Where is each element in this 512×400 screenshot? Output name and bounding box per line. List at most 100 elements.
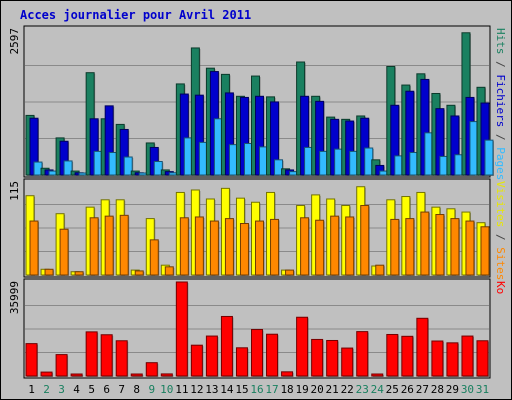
bar-sites-day-22 [345, 216, 355, 276]
bar-sites-day-26 [405, 218, 415, 276]
x-tick-label: 1 [28, 383, 35, 396]
bar-ko-day-9 [145, 362, 159, 377]
x-tick-label: 4 [73, 383, 80, 396]
bar-ko-day-20 [311, 338, 324, 377]
x-tick-label: 8 [133, 383, 140, 396]
x-tick-label: 26 [401, 383, 414, 396]
x-tick-label: 27 [416, 383, 429, 396]
bar-sites-day-23 [360, 205, 370, 276]
bar-ko-day-25 [386, 333, 399, 377]
x-tick-label: 11 [175, 383, 188, 396]
bar-ko-day-6 [100, 334, 114, 377]
bar-sites-day-11 [179, 217, 190, 276]
x-axis-day-labels: 1 2 3 4 5 6 7 8 9 10 11 12 13 14 15 16 17 18 19 20 21 22 23 24 2… [28, 383, 489, 396]
bar-sites-day-14 [224, 218, 235, 276]
legend-: / [494, 55, 507, 75]
bar-pages-day-17 [274, 159, 284, 176]
bar-sites-day-3 [59, 228, 70, 276]
x-tick-label: 10 [160, 383, 173, 396]
bar-sites-day-24 [375, 264, 385, 276]
bar-ko-day-15 [235, 347, 249, 377]
bar-ko-day-7 [115, 340, 129, 377]
x-tick-label: 25 [386, 383, 399, 396]
x-tick-label: 12 [190, 383, 203, 396]
bar-pages-day-3 [63, 160, 74, 176]
x-tick-label: 29 [446, 383, 459, 396]
bar-pages-day-7 [123, 156, 134, 176]
bar-sites-day-25 [390, 218, 400, 276]
legend-visites: Visites [494, 181, 507, 227]
bar-sites-day-13 [209, 220, 220, 276]
bar-sites-day-12 [194, 216, 205, 276]
legend-fichiers: Fichiers [494, 74, 507, 127]
bar-ko-day-18 [281, 371, 294, 377]
bar-sites-day-31 [480, 226, 490, 276]
bar-ko-day-22 [341, 347, 354, 377]
x-tick-label: 15 [235, 383, 248, 396]
panel-max-label: 35999 [8, 281, 21, 314]
bar-ko-day-3 [55, 354, 69, 377]
bar-sites-day-16 [255, 220, 265, 276]
x-tick-label: 28 [431, 383, 444, 396]
bar-ko-day-26 [401, 335, 414, 377]
bar-sites-day-27 [420, 211, 430, 276]
bar-sites-day-19 [300, 217, 310, 276]
x-tick-label: 31 [476, 383, 489, 396]
panel-side-legend: Ko [494, 281, 507, 294]
x-tick-label: 20 [311, 383, 324, 396]
bar-pages-day-9 [153, 161, 164, 176]
panel-max-label: 115 [8, 181, 21, 201]
bar-ko-day-30 [461, 335, 474, 377]
bar-sites-day-21 [330, 215, 340, 276]
x-tick-label: 14 [220, 383, 234, 396]
x-tick-label: 5 [88, 383, 95, 396]
x-tick-label: 7 [118, 383, 125, 396]
chart-panels: 2597 Hits / Fichiers / Pages 115 Visites / … [8, 25, 507, 379]
x-tick-label: 18 [280, 383, 293, 396]
bar-ko-day-5 [85, 331, 99, 377]
legend-hits: Hits [494, 28, 507, 55]
bar-ko-day-13 [205, 335, 219, 377]
bar-ko-day-29 [446, 342, 459, 377]
x-tick-label: 23 [356, 383, 369, 396]
legend-: / [494, 127, 507, 147]
bar-sites-day-18 [285, 269, 295, 276]
bar-sites-day-7 [119, 214, 130, 276]
x-tick-label: 3 [58, 383, 65, 396]
x-tick-label: 9 [148, 383, 155, 396]
bar-sites-day-4 [74, 271, 85, 276]
bar-sites-day-15 [239, 223, 250, 276]
bar-ko-day-17 [266, 333, 279, 377]
x-tick-label: 30 [461, 383, 474, 396]
panel-middle: 115 Visites / Sites [8, 178, 507, 280]
bar-sites-day-20 [315, 219, 325, 276]
bar-ko-day-8 [130, 373, 144, 377]
bar-ko-day-19 [296, 316, 309, 377]
x-tick-label: 2 [43, 383, 50, 396]
bar-sites-day-10 [164, 266, 175, 276]
bar-sites-day-28 [435, 214, 445, 276]
x-tick-label: 6 [103, 383, 110, 396]
bar-ko-day-14 [220, 315, 234, 377]
bar-ko-day-4 [70, 373, 84, 377]
bar-ko-day-1 [25, 343, 39, 377]
x-tick-label: 16 [250, 383, 263, 396]
bar-sites-day-5 [89, 217, 100, 276]
bar-ko-day-2 [40, 371, 54, 377]
x-tick-label: 19 [295, 383, 308, 396]
bar-sites-day-2 [44, 268, 55, 276]
bar-ko-day-21 [326, 339, 339, 377]
x-tick-label: 21 [326, 383, 339, 396]
legend-pages: Pages [494, 147, 507, 180]
bar-ko-day-23 [356, 331, 369, 377]
bar-sites-day-8 [134, 270, 145, 276]
panel-top: 2597 Hits / Fichiers / Pages [8, 25, 507, 180]
panel-side-legend: Hits / Fichiers / Pages [494, 28, 507, 180]
bar-ko-day-24 [371, 373, 384, 377]
bar-ko-day-12 [190, 344, 204, 377]
legend-ko: Ko [494, 281, 507, 294]
bar-pages-day-31 [484, 139, 494, 176]
bar-sites-day-6 [104, 215, 115, 276]
bar-sites-day-9 [149, 239, 160, 276]
legend-: / [494, 227, 507, 247]
